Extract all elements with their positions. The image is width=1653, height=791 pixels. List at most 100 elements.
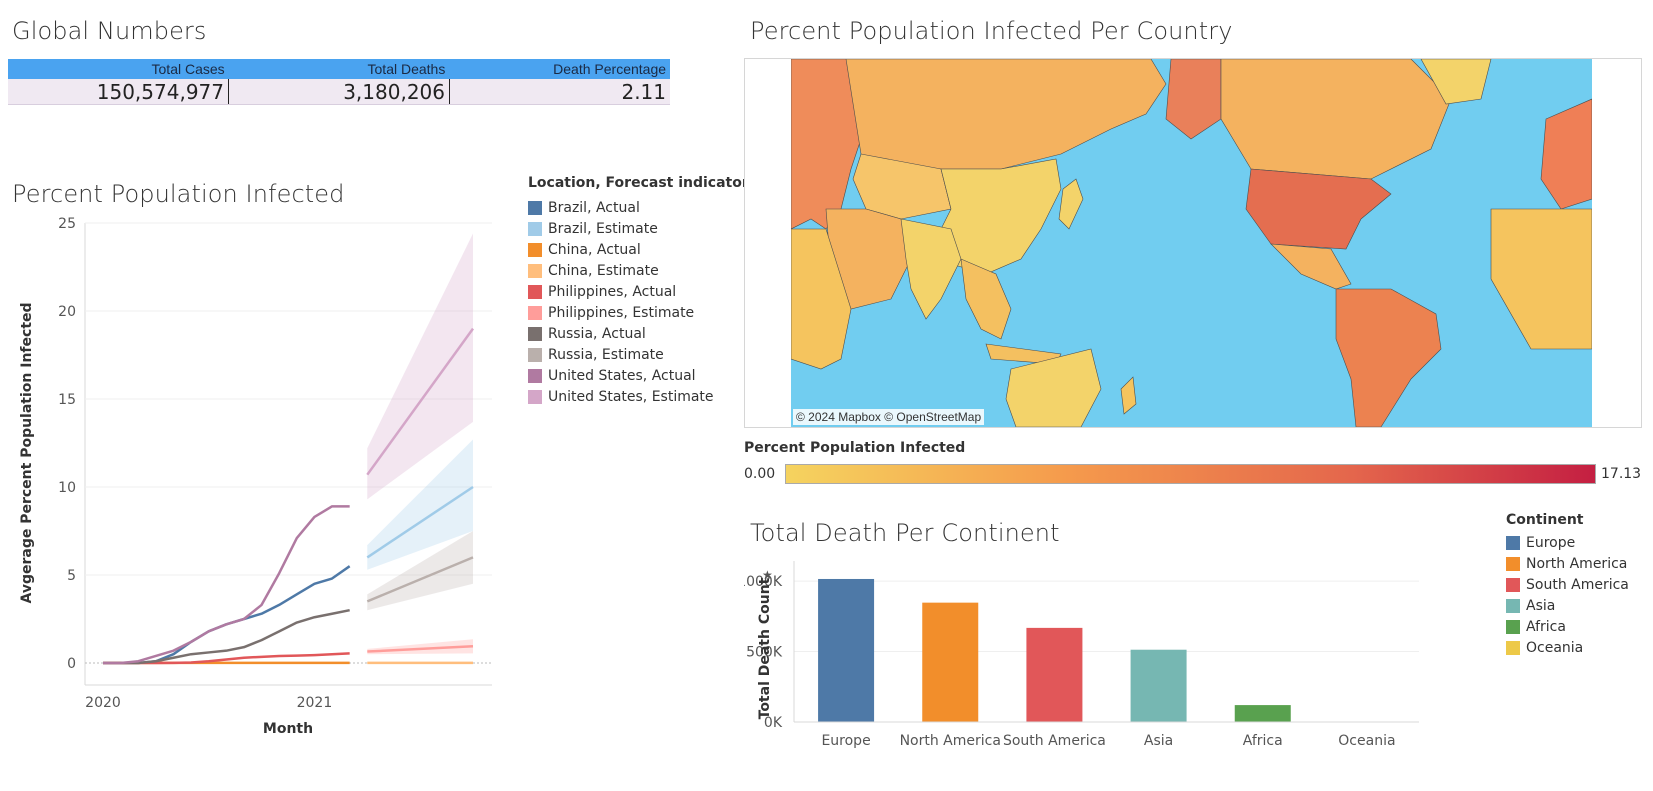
map-legend-max: 17.13 xyxy=(1601,466,1642,482)
legend-swatch xyxy=(528,305,542,320)
band-brazil-estimate[interactable] xyxy=(367,439,473,570)
country-africa[interactable] xyxy=(791,228,852,370)
series-russia-estimate[interactable] xyxy=(366,556,474,603)
legend-label: Russia, Estimate xyxy=(548,346,664,363)
x-tick-label: Europe xyxy=(821,733,870,749)
country-united-states[interactable] xyxy=(1245,168,1392,250)
infected-legend-item-philippines-estimate[interactable]: Philippines, Estimate xyxy=(528,302,749,323)
legend-label: Oceania xyxy=(1526,639,1584,656)
legend-label: Africa xyxy=(1526,618,1566,635)
country-new-zealand[interactable] xyxy=(1120,376,1137,415)
legend-swatch xyxy=(1506,577,1520,592)
country-greenland[interactable] xyxy=(1420,59,1492,105)
legend-label: China, Actual xyxy=(548,241,641,258)
legend-swatch xyxy=(528,284,542,299)
country-japan[interactable] xyxy=(1058,178,1084,230)
band-united-states-estimate[interactable] xyxy=(367,233,473,500)
legend-swatch xyxy=(528,368,542,383)
legend-label: Brazil, Actual xyxy=(548,199,640,216)
infected-legend-item-brazil-estimate[interactable]: Brazil, Estimate xyxy=(528,218,749,239)
country-southeast-asia[interactable] xyxy=(960,258,1012,340)
legend-swatch xyxy=(528,347,542,362)
x-tick-label: Africa xyxy=(1243,733,1283,749)
y-tick-label: 15 xyxy=(58,392,76,408)
header-total-cases: Total Cases xyxy=(151,61,225,77)
legend-label: United States, Estimate xyxy=(548,388,714,405)
series-brazil-estimate[interactable] xyxy=(366,485,474,559)
legend-label: Russia, Actual xyxy=(548,325,646,342)
country-africa-east[interactable] xyxy=(1490,208,1592,350)
infected-legend-item-china-actual[interactable]: China, Actual xyxy=(528,239,749,260)
continent-legend-item-asia[interactable]: Asia xyxy=(1506,595,1629,616)
continent-legend-item-africa[interactable]: Africa xyxy=(1506,616,1629,637)
infected-legend-item-united-states-actual[interactable]: United States, Actual xyxy=(528,365,749,386)
map-canvas[interactable]: © 2024 Mapbox © OpenStreetMap xyxy=(791,59,1592,427)
continent-legend-item-south-america[interactable]: South America xyxy=(1506,574,1629,595)
infected-legend-item-china-estimate[interactable]: China, Estimate xyxy=(528,260,749,281)
series-united-states-actual[interactable] xyxy=(103,505,350,665)
country-australia[interactable] xyxy=(1005,348,1102,427)
y-tick-label: 1000K xyxy=(744,574,783,590)
infected-legend-item-brazil-actual[interactable]: Brazil, Actual xyxy=(528,197,749,218)
legend-label: Philippines, Estimate xyxy=(548,304,695,321)
legend-swatch xyxy=(528,242,542,257)
global-numbers-table: Total Cases Total Deaths Death Percentag… xyxy=(8,59,670,105)
bar-north-america[interactable] xyxy=(922,602,979,722)
map-legend-title: Percent Population Infected xyxy=(744,440,966,456)
value-total-deaths[interactable]: 3,180,206 xyxy=(229,79,450,104)
continent-legend: Continent Europe North America South Ameri… xyxy=(1506,512,1629,658)
country-europe-east[interactable] xyxy=(1540,98,1592,210)
infected-legend-title: Location, Forecast indicator xyxy=(528,175,749,191)
value-total-cases[interactable]: 150,574,977 xyxy=(8,79,229,104)
x-tick-label: 2020 xyxy=(85,695,121,711)
country-alaska[interactable] xyxy=(1165,59,1222,140)
infected-legend: Location, Forecast indicator Brazil, Act… xyxy=(528,175,749,407)
infected-legend-item-philippines-actual[interactable]: Philippines, Actual xyxy=(528,281,749,302)
legend-swatch xyxy=(528,389,542,404)
value-death-percentage[interactable]: 2.11 xyxy=(621,80,666,104)
continent-legend-item-europe[interactable]: Europe xyxy=(1506,532,1629,553)
pin-icon[interactable]: ★ xyxy=(762,568,773,582)
series-brazil-actual[interactable] xyxy=(103,565,351,665)
legend-swatch xyxy=(1506,640,1520,655)
continent-legend-item-oceania[interactable]: Oceania xyxy=(1506,637,1629,658)
map-legend-min: 0.00 xyxy=(744,466,776,482)
country-canada[interactable] xyxy=(1220,59,1452,180)
country-south-america[interactable] xyxy=(1335,288,1442,427)
country-mexico[interactable] xyxy=(1270,243,1352,290)
continent-chart-title: Total Death Per Continent xyxy=(750,519,1060,547)
bar-europe[interactable] xyxy=(818,578,875,722)
y-axis-label: Total Death Count xyxy=(757,577,773,719)
infected-legend-item-russia-estimate[interactable]: Russia, Estimate xyxy=(528,344,749,365)
map-credit[interactable]: © 2024 Mapbox © OpenStreetMap xyxy=(793,409,985,425)
continent-legend-item-north-america[interactable]: North America xyxy=(1506,553,1629,574)
y-tick-label: 500K xyxy=(746,645,783,661)
map-svg[interactable] xyxy=(791,59,1592,427)
legend-label: China, Estimate xyxy=(548,262,659,279)
legend-label: South America xyxy=(1526,576,1629,593)
legend-label: United States, Actual xyxy=(548,367,696,384)
legend-swatch xyxy=(1506,556,1520,571)
infected-legend-item-united-states-estimate[interactable]: United States, Estimate xyxy=(528,386,749,407)
y-tick-label: 0K xyxy=(764,715,783,731)
bar-asia[interactable] xyxy=(1130,649,1187,722)
series-philippines-estimate[interactable] xyxy=(367,645,474,653)
continent-bar-chart[interactable]: Continent0K500K1000KTotal Death Count★Eu… xyxy=(744,555,1504,791)
world-map[interactable]: © 2024 Mapbox © OpenStreetMap xyxy=(744,58,1642,428)
x-tick-label: North America xyxy=(900,733,1001,749)
bar-africa[interactable] xyxy=(1234,705,1291,722)
map-title: Percent Population Infected Per Country xyxy=(750,17,1233,45)
series-united-states-estimate[interactable] xyxy=(366,327,475,476)
legend-label: North America xyxy=(1526,555,1628,572)
series-russia-actual[interactable] xyxy=(103,608,350,665)
x-axis-label: Month xyxy=(263,721,313,737)
legend-swatch xyxy=(1506,598,1520,613)
infected-legend-item-russia-actual[interactable]: Russia, Actual xyxy=(528,323,749,344)
infected-line-chart[interactable]: 0 5 10 15 20 25 2020 2021 Month Avgerage Percent … xyxy=(0,210,525,791)
legend-swatch xyxy=(528,326,542,341)
x-tick-label: Asia xyxy=(1144,733,1173,749)
global-numbers-row[interactable]: 150,574,977 3,180,206 2.11 xyxy=(8,79,670,105)
bar-south-america[interactable] xyxy=(1026,627,1083,722)
country-india[interactable] xyxy=(900,218,962,320)
x-tick-label: Oceania xyxy=(1338,733,1395,749)
